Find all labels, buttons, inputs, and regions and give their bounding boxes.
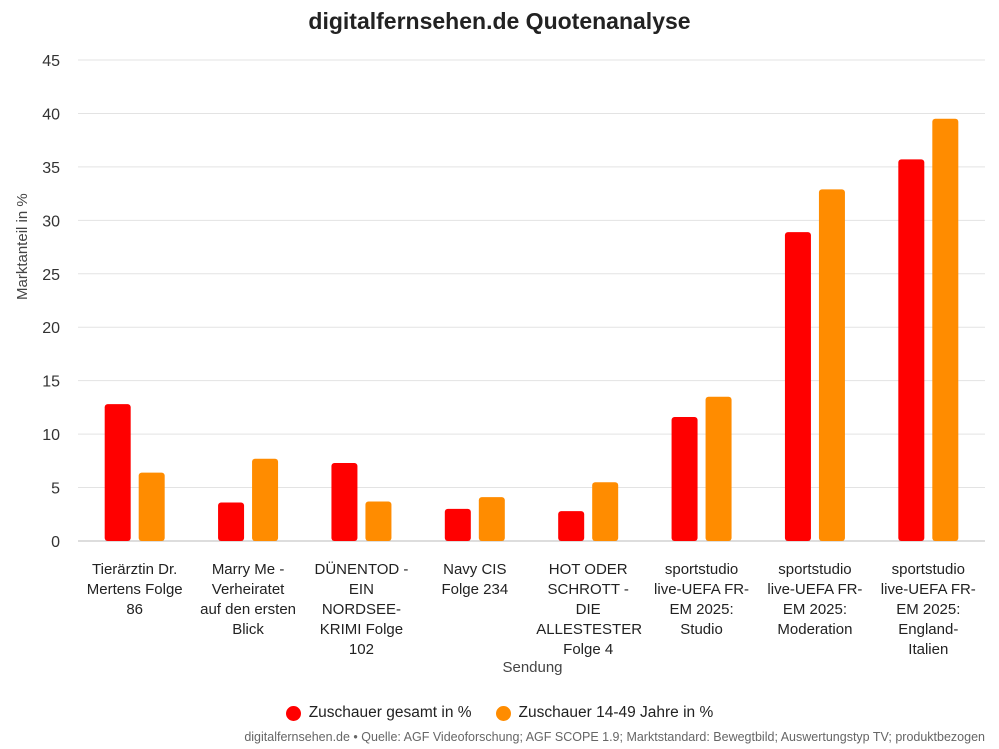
x-tick-label-line: Folge 4 xyxy=(563,641,614,658)
legend-swatch xyxy=(285,705,301,721)
bar xyxy=(784,232,811,541)
x-tick-label: sportstudio live-UEFA FR- EM 2025: Studio xyxy=(650,560,754,640)
bar xyxy=(671,417,698,541)
x-tick-label-line: EM 2025: xyxy=(896,601,961,618)
legend-item: Zuschauer gesamt in % xyxy=(285,704,472,722)
bar xyxy=(592,482,619,541)
x-tick-label-line: EM 2025: xyxy=(669,601,734,618)
legend-label: Zuschauer gesamt in % xyxy=(308,704,472,721)
y-tick-label: 15 xyxy=(42,374,60,391)
y-tick-label: 45 xyxy=(42,53,60,70)
x-tick-label-line: live-UEFA FR- xyxy=(880,581,976,598)
bar xyxy=(705,396,732,541)
x-tick-label: Navy CIS Folge 234 xyxy=(423,560,527,600)
x-tick-label: Tierärztin Dr. Mertens Folge 86 xyxy=(83,560,187,620)
legend-item: Zuschauer 14-49 Jahre in % xyxy=(495,704,714,722)
x-tick-label-line: live-UEFA FR- xyxy=(767,581,863,598)
x-tick-label-line: ALLESTESTER xyxy=(536,621,643,638)
x-tick-label-line: DÜNENTOD - xyxy=(314,561,409,578)
y-tick-label: 10 xyxy=(42,427,60,444)
x-tick-label: sportstudio live-UEFA FR- EM 2025: England-… xyxy=(876,560,980,660)
bar xyxy=(932,118,959,542)
x-tick-label-line: Studio xyxy=(680,621,723,638)
x-tick-label-line: sportstudio xyxy=(891,561,965,578)
chart-title: digitalfernsehen.de Quotenanalyse xyxy=(308,8,691,34)
y-tick-label: 5 xyxy=(51,481,60,498)
x-tick-label-line: Verheiratet xyxy=(211,581,285,598)
bar xyxy=(138,472,165,541)
bar xyxy=(331,462,358,541)
x-tick-label-line: EM 2025: xyxy=(782,601,848,618)
bar xyxy=(104,404,131,541)
x-tick-label-line: live-UEFA FR- xyxy=(654,581,750,598)
x-tick-label-line: DIE xyxy=(575,601,601,618)
bar xyxy=(444,508,471,541)
bar xyxy=(478,497,505,541)
y-tick-label: 30 xyxy=(42,213,60,230)
x-tick-label-line: Marry Me - xyxy=(211,561,285,578)
x-tick-label-line: SCHROTT - xyxy=(547,581,629,598)
bar xyxy=(898,159,925,541)
y-tick-label: 0 xyxy=(51,534,60,551)
bar xyxy=(818,189,845,541)
x-tick-label-line: Mertens Folge xyxy=(86,581,183,598)
source-note: digitalfernsehen.de • Quelle: AGF Videof… xyxy=(244,730,985,744)
y-tick-label: 25 xyxy=(42,267,60,284)
x-tick-label-line: 86 xyxy=(126,601,144,618)
x-tick-label-line: Folge 234 xyxy=(441,581,509,598)
bar xyxy=(218,502,245,541)
x-tick-label-line: NORDSEE- xyxy=(321,601,402,618)
x-tick-label-line: HOT ODER xyxy=(548,561,628,578)
legend-label: Zuschauer 14-49 Jahre in % xyxy=(518,704,714,721)
x-tick-label-line: Blick xyxy=(232,621,264,638)
bar xyxy=(365,501,392,541)
x-tick-label-line: Moderation xyxy=(777,621,853,638)
x-tick-label-line: Navy CIS xyxy=(443,561,507,578)
legend-swatch xyxy=(495,705,511,721)
bar xyxy=(558,511,585,541)
x-tick-label-line: Italien xyxy=(908,641,949,658)
x-tick-label-line: KRIMI Folge xyxy=(319,621,404,638)
x-axis-label: Sendung xyxy=(502,659,563,676)
x-tick-label-line: sportstudio xyxy=(664,561,739,578)
x-tick-label-line: EIN xyxy=(348,581,374,598)
y-tick-label: 20 xyxy=(42,320,60,337)
x-tick-label-line: sportstudio xyxy=(778,561,852,578)
x-tick-label-line: auf den ersten xyxy=(200,601,297,618)
x-tick-label-line: 102 xyxy=(348,641,374,658)
x-tick-label: Marry Me - Verheiratet auf den ersten Blick xyxy=(196,560,300,640)
x-tick-label-line: Tierärztin Dr. xyxy=(92,561,178,578)
x-tick-label-line: England- xyxy=(898,621,959,638)
x-tick-label: sportstudio live-UEFA FR- EM 2025: Moderati… xyxy=(763,560,867,640)
x-tick-label: DÜNENTOD - EIN NORDSEE- KRIMI Folge 102 xyxy=(309,560,413,660)
x-tick-label: HOT ODER SCHROTT - DIE ALLESTESTER Folge 4 xyxy=(536,560,643,660)
bar xyxy=(252,458,279,541)
y-tick-label: 35 xyxy=(42,160,60,177)
y-tick-label: 40 xyxy=(42,106,60,123)
legend: Zuschauer gesamt in % Zuschauer 14-49 Jah… xyxy=(0,704,999,722)
